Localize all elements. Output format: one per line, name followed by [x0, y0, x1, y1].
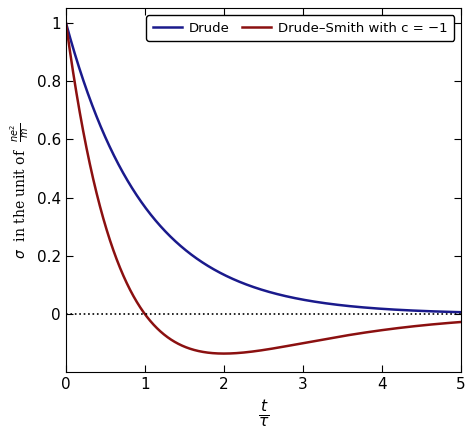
Drude–Smith with c = −1 — [245, 350, 251, 355]
Drude — [447, 309, 452, 314]
Drude–Smith with c = −1 — [63, 20, 69, 25]
Drude–Smith with c = −1 — [255, 348, 261, 353]
Drude — [447, 309, 452, 314]
Legend: Drude, Drude–Smith with c = −1: Drude, Drude–Smith with c = −1 — [146, 15, 454, 41]
Drude — [458, 310, 464, 315]
Drude — [255, 286, 261, 291]
Drude — [374, 306, 380, 311]
Line: Drude–Smith with c = −1: Drude–Smith with c = −1 — [66, 23, 461, 353]
Drude–Smith with c = −1 — [447, 320, 452, 325]
Drude–Smith with c = −1 — [374, 328, 380, 333]
Drude–Smith with c = −1 — [458, 319, 464, 325]
Drude — [83, 86, 89, 91]
Y-axis label: $\sigma\ $ in the unit of $\ \frac{ne^2}{m}$: $\sigma\ $ in the unit of $\ \frac{ne^2}… — [9, 122, 31, 258]
Drude–Smith with c = −1 — [447, 320, 453, 325]
Drude–Smith with c = −1 — [221, 351, 227, 356]
Drude–Smith with c = −1 — [83, 143, 89, 148]
X-axis label: $\frac{t}{\tau}$: $\frac{t}{\tau}$ — [258, 398, 269, 430]
Drude — [63, 20, 69, 25]
Drude — [245, 282, 250, 287]
Line: Drude: Drude — [66, 23, 461, 312]
